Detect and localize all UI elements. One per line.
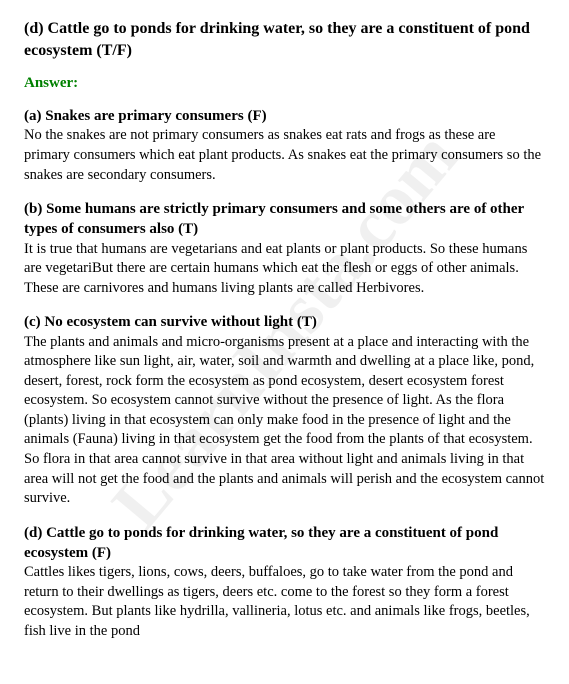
answer-d-heading: (d) Cattle go to ponds for drinking wate… bbox=[24, 523, 545, 564]
answer-c-heading: (c) No ecosystem can survive without lig… bbox=[24, 312, 545, 332]
question-d-statement: (d) Cattle go to ponds for drinking wate… bbox=[24, 18, 545, 61]
answer-a-body: No the snakes are not primary consumers … bbox=[24, 126, 545, 185]
answer-c-body: The plants and animals and micro-organis… bbox=[24, 333, 545, 509]
answer-d-body: Cattles likes tigers, lions, cows, deers… bbox=[24, 563, 545, 641]
document-content: (d) Cattle go to ponds for drinking wate… bbox=[24, 18, 545, 641]
answer-b-body: It is true that humans are vegetarians a… bbox=[24, 240, 545, 299]
answer-label: Answer: bbox=[24, 75, 545, 92]
answer-b-heading: (b) Some humans are strictly primary con… bbox=[24, 199, 545, 240]
answer-a-heading: (a) Snakes are primary consumers (F) bbox=[24, 106, 545, 126]
